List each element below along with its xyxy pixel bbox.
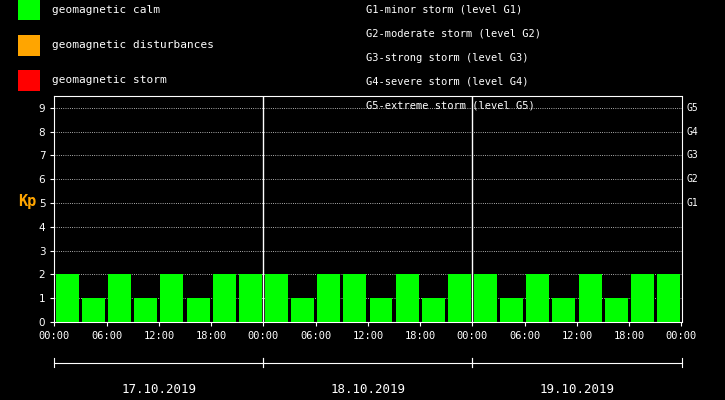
Bar (134, 298, 157, 322)
Bar (108, 274, 131, 322)
Bar (82, 298, 105, 322)
Text: G1: G1 (687, 198, 698, 208)
Text: G5-extreme storm (level G5): G5-extreme storm (level G5) (366, 101, 535, 111)
Bar (396, 274, 418, 322)
Text: geomagnetic calm: geomagnetic calm (52, 5, 160, 15)
Bar (552, 298, 576, 322)
Bar (239, 274, 262, 322)
Text: G1-minor storm (level G1): G1-minor storm (level G1) (366, 5, 523, 15)
Text: geomagnetic disturbances: geomagnetic disturbances (52, 40, 214, 50)
Bar (212, 274, 236, 322)
Bar (657, 274, 680, 322)
Text: 17.10.2019: 17.10.2019 (121, 383, 196, 396)
Bar (186, 298, 210, 322)
Bar (422, 298, 444, 322)
Bar (448, 274, 471, 322)
Text: G3: G3 (687, 150, 698, 160)
Bar (160, 274, 183, 322)
Bar (318, 274, 340, 322)
Text: G3-strong storm (level G3): G3-strong storm (level G3) (366, 53, 529, 63)
Bar (605, 298, 628, 322)
Bar (500, 298, 523, 322)
Text: 18.10.2019: 18.10.2019 (331, 383, 405, 396)
Bar (526, 274, 550, 322)
Bar (474, 274, 497, 322)
Text: G4-severe storm (level G4): G4-severe storm (level G4) (366, 77, 529, 87)
Bar (265, 274, 288, 322)
Text: G4: G4 (687, 127, 698, 137)
Text: G5: G5 (687, 103, 698, 113)
Bar (344, 274, 366, 322)
Bar (370, 298, 392, 322)
Text: G2-moderate storm (level G2): G2-moderate storm (level G2) (366, 29, 541, 39)
Text: geomagnetic storm: geomagnetic storm (52, 76, 167, 86)
Y-axis label: Kp: Kp (18, 194, 37, 209)
Bar (579, 274, 602, 322)
Text: G2: G2 (687, 174, 698, 184)
Bar (631, 274, 654, 322)
Bar (56, 274, 79, 322)
Text: 19.10.2019: 19.10.2019 (539, 383, 615, 396)
Bar (291, 298, 314, 322)
